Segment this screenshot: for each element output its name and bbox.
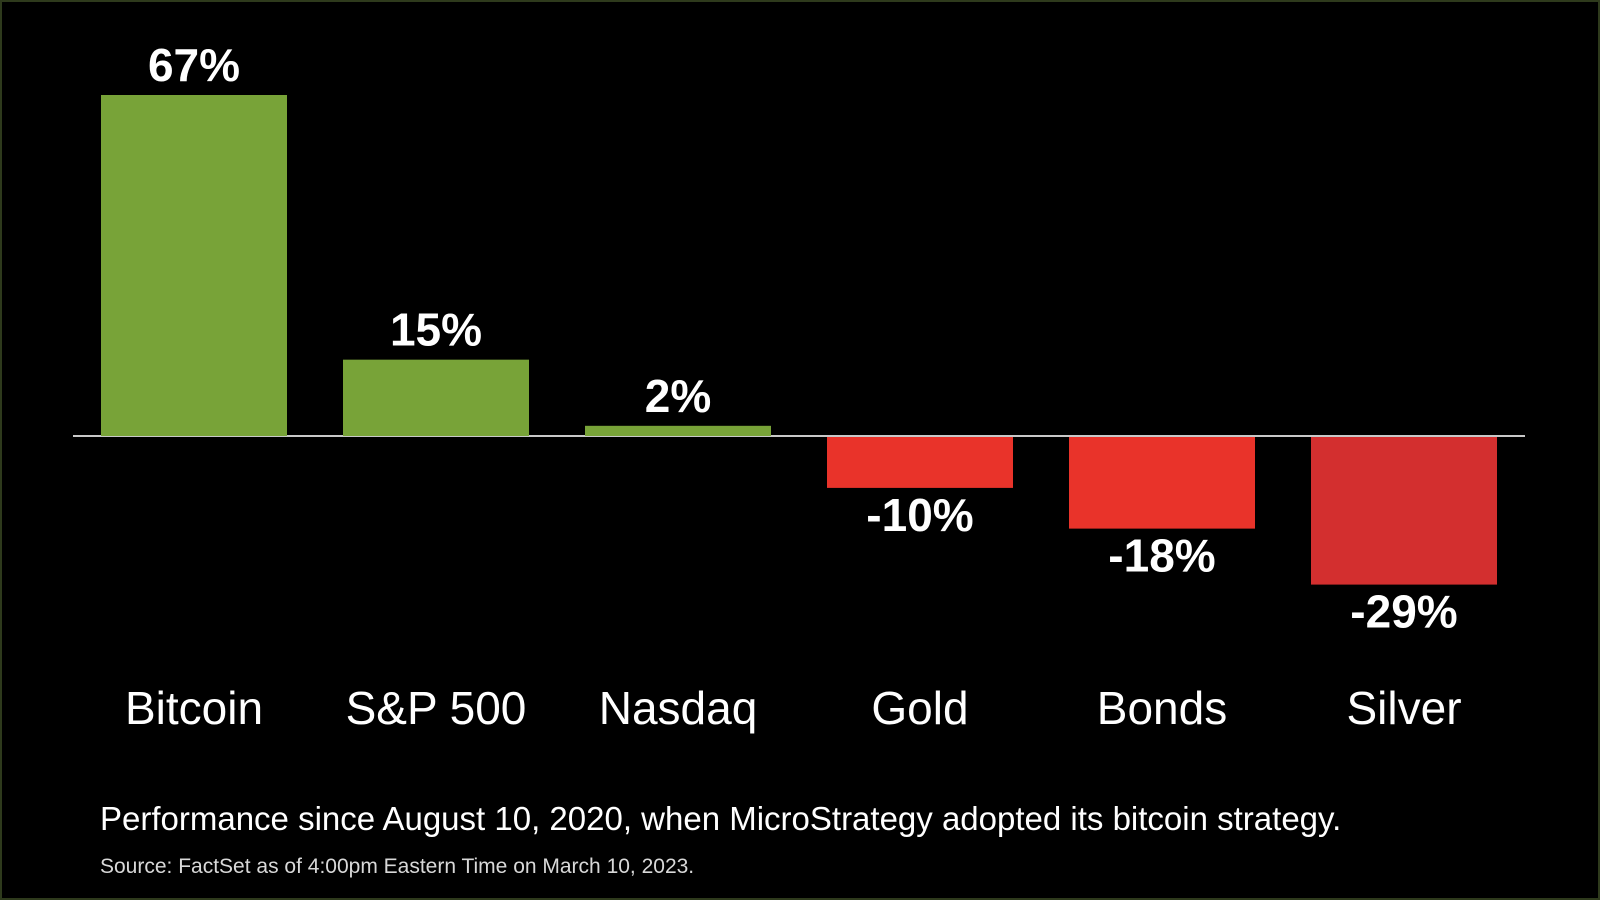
value-label: -10% [866,489,973,541]
category-label: Silver [1346,682,1461,734]
chart-caption: Performance since August 10, 2020, when … [100,800,1342,837]
bars-group [101,95,1497,585]
bar-s-p-500 [343,359,529,436]
value-labels-group: 67% 15% 2% -10% -18% -29% [148,39,1458,638]
category-labels-group: Bitcoin S&P 500 Nasdaq Gold Bonds Silver [125,682,1462,734]
bar-gold [827,437,1013,488]
category-label: Bonds [1097,682,1227,734]
bar-bitcoin [101,95,287,436]
source-note: Source: FactSet as of 4:00pm Eastern Tim… [100,855,695,878]
category-label: Nasdaq [599,682,758,734]
bar-nasdaq [585,425,771,436]
category-label: Gold [871,682,968,734]
value-label: -18% [1108,530,1215,582]
bar-chart: 67% 15% 2% -10% -18% -29% Bitcoin S&P 500 Nasda… [73,39,1525,734]
value-label: 15% [390,304,482,356]
value-label: 2% [645,370,711,422]
bar-bonds [1069,437,1255,529]
value-label: 67% [148,39,240,91]
category-label: Bitcoin [125,682,263,734]
bar-silver [1311,437,1497,585]
category-label: S&P 500 [346,682,527,734]
value-label: -29% [1350,586,1457,638]
